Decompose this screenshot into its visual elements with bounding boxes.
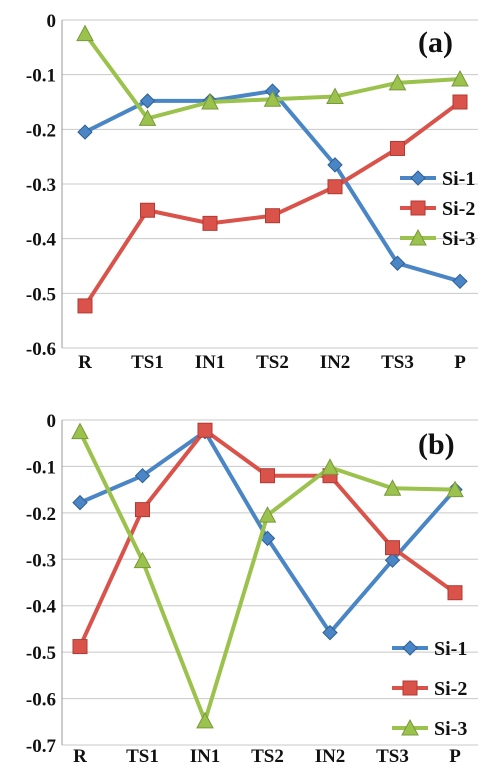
y-tick-label: -0.1 <box>26 66 56 87</box>
data-point <box>389 255 406 271</box>
data-point <box>140 202 155 218</box>
panel-label: (b) <box>418 428 455 461</box>
data-point <box>263 90 282 107</box>
data-point <box>133 551 152 569</box>
data-point <box>384 552 401 568</box>
chart-panel-a: 0 -0.1 -0.2 -0.3 -0.4 -0.5 -0.6 R TS1 IN1 TS2 IN2 TS… <box>26 11 478 373</box>
data-point <box>321 458 339 475</box>
data-point <box>385 540 400 556</box>
data-point <box>76 24 94 42</box>
series-si-3 <box>71 422 464 729</box>
legend-marker <box>410 170 426 186</box>
x-tick-label: TS3 <box>381 352 414 373</box>
data-point <box>388 73 407 91</box>
legend-marker <box>410 200 426 216</box>
series-si-2 <box>77 94 468 314</box>
data-point <box>322 624 338 641</box>
y-tick-label: -0.7 <box>26 736 57 757</box>
y-tick-label: -0.2 <box>26 504 56 525</box>
data-point <box>134 468 151 484</box>
data-point <box>77 298 93 314</box>
data-point <box>327 179 343 195</box>
y-tick-label: 0 <box>47 411 57 432</box>
series-si-2 <box>72 422 463 655</box>
legend-marker <box>401 718 419 736</box>
series-si-1 <box>77 83 468 290</box>
legend-label: Si-2 <box>434 678 467 700</box>
y-tick-label: -0.6 <box>26 339 56 360</box>
y-tick-label: -0.1 <box>26 457 56 478</box>
data-point <box>390 140 405 156</box>
legend-label: Si-3 <box>434 718 467 740</box>
chart-panel-b: 0 -0.1 -0.2 -0.3 -0.4 -0.5 -0.6 -0.7 R TS1 IN1 TS2 I… <box>26 411 478 767</box>
legend-label: Si-1 <box>434 638 467 660</box>
data-point <box>451 69 469 87</box>
legend: Si-1 Si-2 Si-3 <box>400 168 475 250</box>
y-tick-label: -0.3 <box>26 550 56 571</box>
y-tick-label: -0.5 <box>26 643 56 664</box>
data-point <box>202 215 218 231</box>
series-line <box>84 89 461 284</box>
data-point <box>201 92 219 110</box>
data-point <box>135 502 150 518</box>
data-point <box>452 94 468 110</box>
data-point <box>196 711 214 729</box>
x-tick-label: IN1 <box>195 352 226 373</box>
y-tick-label: -0.3 <box>26 175 56 196</box>
x-tick-label: TS2 <box>251 746 284 767</box>
legend-marker <box>409 228 427 246</box>
panel-label: (a) <box>418 26 453 59</box>
data-point <box>138 109 157 126</box>
legend-label: Si-2 <box>442 198 475 220</box>
data-point <box>72 494 88 511</box>
legend-marker <box>402 680 418 696</box>
data-point <box>72 639 88 655</box>
legend-label: Si-3 <box>442 228 475 250</box>
data-point <box>446 480 464 498</box>
data-point <box>452 273 468 290</box>
legend-label: Si-1 <box>442 168 475 190</box>
x-tick-label: IN2 <box>315 746 346 767</box>
x-tick-label: IN2 <box>320 352 351 373</box>
series-si-3 <box>76 24 469 126</box>
y-tick-label: -0.4 <box>26 230 57 251</box>
data-point <box>327 157 343 173</box>
data-point <box>139 93 156 109</box>
data-point <box>383 479 402 496</box>
data-point <box>71 422 89 440</box>
data-point <box>77 124 93 140</box>
x-tick-label: TS2 <box>256 352 289 373</box>
x-tick-label: TS3 <box>376 746 409 767</box>
legend: Si-1 Si-2 Si-3 <box>392 638 467 740</box>
y-tick-label: 0 <box>47 11 57 32</box>
x-tick-label: P <box>454 352 466 373</box>
data-point <box>197 422 213 438</box>
legend-marker <box>402 640 418 656</box>
x-tick-label: IN1 <box>190 746 221 767</box>
x-tick-label: R <box>73 746 87 767</box>
x-tick-label: TS1 <box>126 746 159 767</box>
data-point <box>265 208 280 224</box>
data-point <box>447 585 463 601</box>
y-tick-label: -0.6 <box>26 690 56 711</box>
y-tick-label: -0.2 <box>26 120 56 141</box>
data-point <box>258 506 277 523</box>
x-tick-label: P <box>449 746 461 767</box>
y-tick-label: -0.5 <box>26 284 56 305</box>
data-point <box>326 87 344 105</box>
x-tick-label: R <box>78 352 92 373</box>
y-tick-label: -0.4 <box>26 597 57 618</box>
data-point <box>260 468 275 484</box>
x-tick-label: TS1 <box>131 352 164 373</box>
